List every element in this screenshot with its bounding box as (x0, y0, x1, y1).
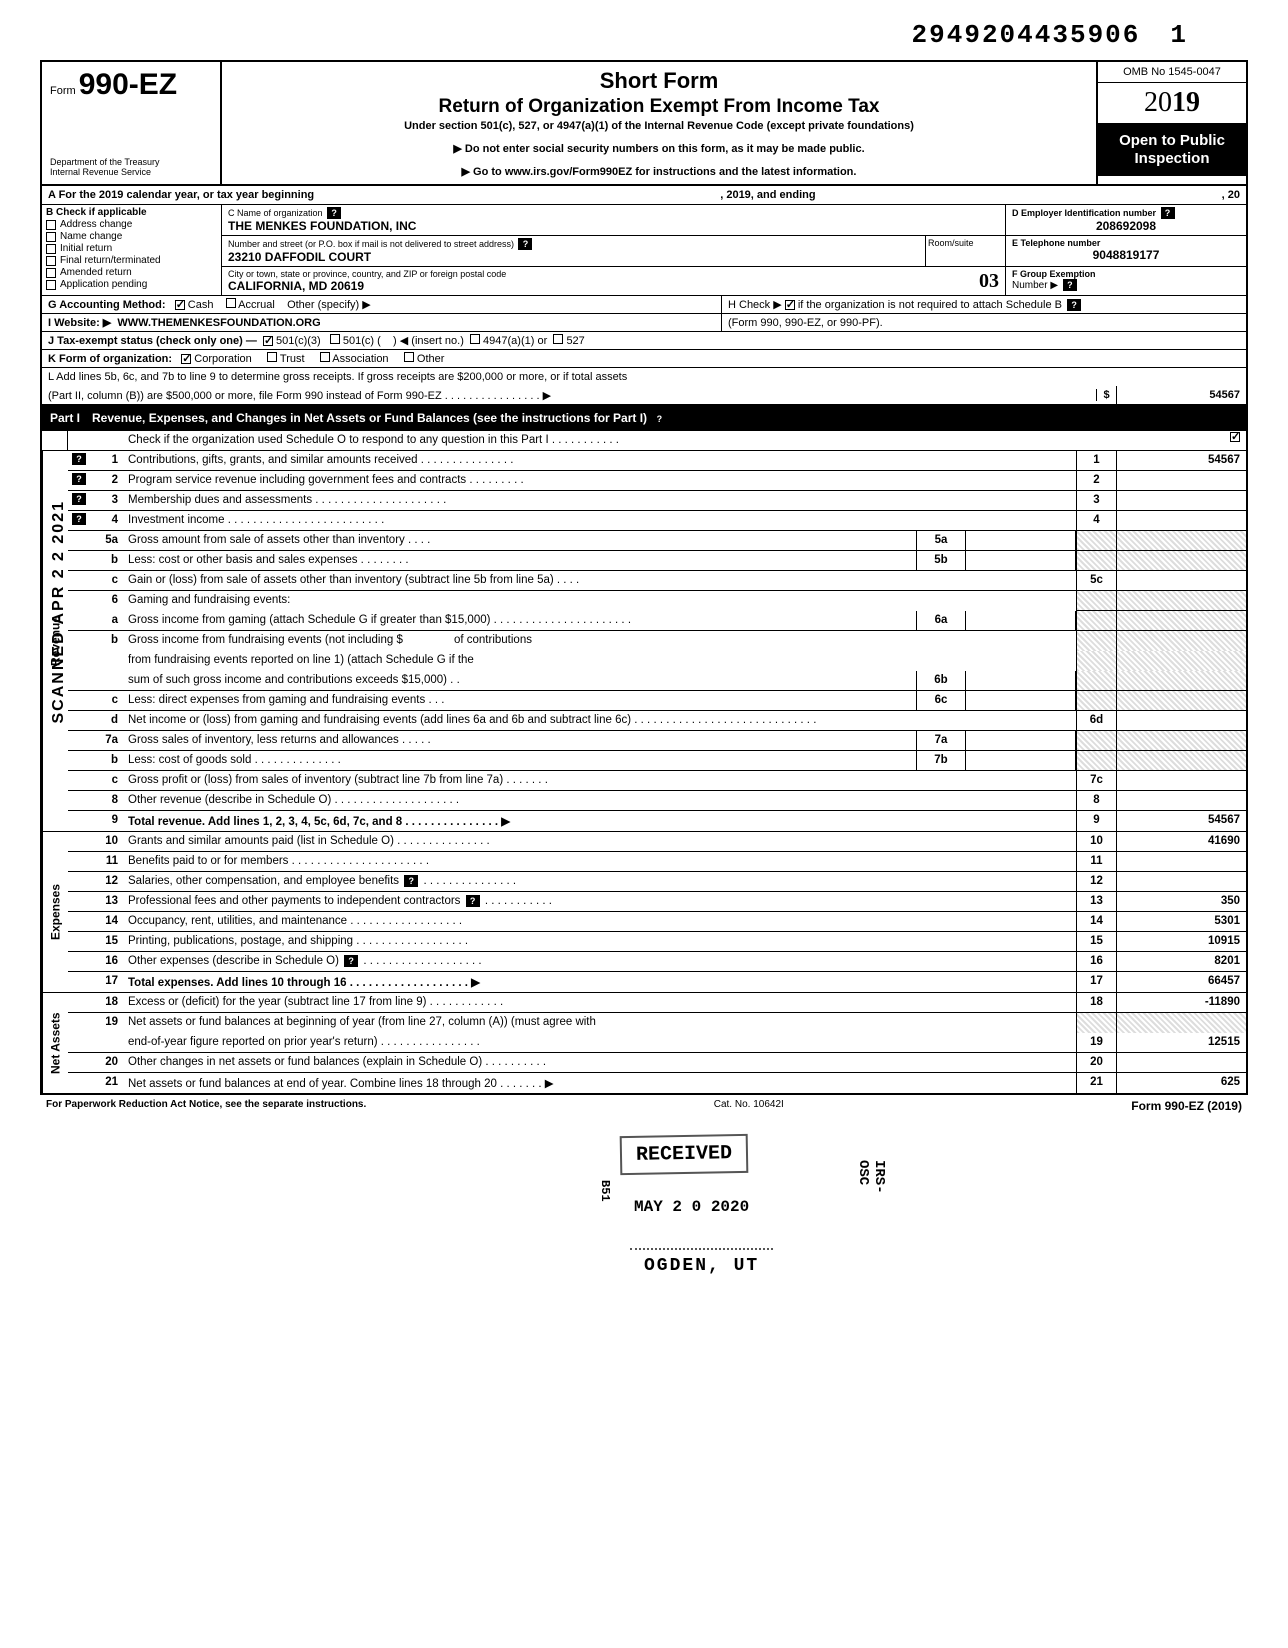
chk-cash[interactable] (175, 300, 185, 310)
revenue-section: Revenue ?1Contributions, gifts, grants, … (42, 451, 1246, 832)
group-exemption-cell: F Group Exemption Number ▶ ? (1006, 267, 1246, 295)
row-l-2: (Part II, column (B)) are $500,000 or mo… (42, 386, 1246, 405)
street-cell: Number and street (or P.O. box if mail i… (222, 236, 926, 266)
row-g-h: G Accounting Method: Cash Accrual Other … (42, 296, 1246, 314)
omb-year-block: OMB No 1545-0047 2019 Open to Public Ins… (1096, 62, 1246, 184)
help-icon[interactable]: ? (466, 895, 480, 907)
chk-initial-return[interactable] (46, 244, 56, 254)
form-990ez: Form 990-EZ Department of the TreasuryIn… (40, 60, 1248, 1095)
expenses-label: Expenses (42, 832, 68, 992)
chk-final-return[interactable] (46, 256, 56, 266)
chk-sched-o-p1[interactable] (1230, 432, 1240, 442)
netassets-section: Net Assets 18Excess or (deficit) for the… (42, 993, 1246, 1093)
form-id-block: Form 990-EZ Department of the TreasuryIn… (42, 62, 222, 184)
page-footer: For Paperwork Reduction Act Notice, see … (40, 1095, 1248, 1117)
chk-name-change[interactable] (46, 232, 56, 242)
dln-number: 29492044359061 (40, 20, 1248, 50)
help-icon[interactable]: ? (518, 238, 532, 250)
chk-trust[interactable] (267, 352, 277, 362)
chk-501c[interactable] (330, 334, 340, 344)
help-icon[interactable]: ? (1063, 279, 1077, 291)
help-icon[interactable]: ? (652, 413, 666, 425)
chk-4947[interactable] (470, 334, 480, 344)
row-a-tax-year: A For the 2019 calendar year, or tax yea… (42, 186, 1246, 205)
help-icon[interactable]: ? (1067, 299, 1081, 311)
chk-amended-return[interactable] (46, 268, 56, 278)
revenue-label: Revenue (42, 451, 68, 831)
irs-osc-stamp: IRS-OSC (855, 1160, 887, 1194)
row-i-website: I Website: ▶ WWW.THEMENKESFOUNDATION.ORG… (42, 314, 1246, 332)
help-icon[interactable]: ? (72, 453, 86, 465)
part1-check-row: Check if the organization used Schedule … (42, 431, 1246, 451)
ogden-stamp: OGDEN, UT (630, 1248, 773, 1282)
room-suite-cell: Room/suite (926, 236, 1006, 266)
row-k-org-form: K Form of organization: Corporation Trus… (42, 350, 1246, 368)
col-b-checkboxes: B Check if applicable Address change Nam… (42, 205, 222, 295)
org-name-cell: C Name of organization ? THE MENKES FOUN… (222, 205, 1006, 235)
chk-sched-b[interactable] (785, 300, 795, 310)
b51-stamp: B51 (598, 1180, 612, 1202)
help-icon[interactable]: ? (72, 473, 86, 485)
chk-assoc[interactable] (320, 352, 330, 362)
chk-accrual[interactable] (226, 298, 236, 308)
city-cell: City or town, state or province, country… (222, 267, 1006, 295)
help-icon[interactable]: ? (327, 207, 341, 219)
handwritten-03: 03 (979, 270, 999, 293)
chk-501c3[interactable] (263, 336, 273, 346)
help-icon[interactable]: ? (1161, 207, 1175, 219)
date-stamp: MAY 2 0 2020 (620, 1192, 763, 1222)
chk-application-pending[interactable] (46, 280, 56, 290)
chk-corp[interactable] (181, 354, 191, 364)
chk-other-org[interactable] (404, 352, 414, 362)
expenses-section: Expenses 10Grants and similar amounts pa… (42, 832, 1246, 993)
help-icon[interactable]: ? (72, 513, 86, 525)
netassets-label: Net Assets (42, 993, 68, 1093)
part1-header: Part I Revenue, Expenses, and Changes in… (42, 405, 1246, 431)
row-l-1: L Add lines 5b, 6c, and 7b to line 9 to … (42, 368, 1246, 386)
help-icon[interactable]: ? (344, 955, 358, 967)
form-title-block: Short Form Return of Organization Exempt… (222, 62, 1096, 184)
chk-address-change[interactable] (46, 220, 56, 230)
row-j-exempt-status: J Tax-exempt status (check only one) — 5… (42, 332, 1246, 350)
chk-527[interactable] (553, 334, 563, 344)
ein-cell: D Employer Identification number ? 20869… (1006, 205, 1246, 235)
entity-block: B Check if applicable Address change Nam… (42, 205, 1246, 296)
help-icon[interactable]: ? (72, 493, 86, 505)
help-icon[interactable]: ? (404, 875, 418, 887)
received-stamp: RECEIVED (620, 1134, 749, 1175)
phone-cell: E Telephone number 9048819177 (1006, 236, 1246, 266)
